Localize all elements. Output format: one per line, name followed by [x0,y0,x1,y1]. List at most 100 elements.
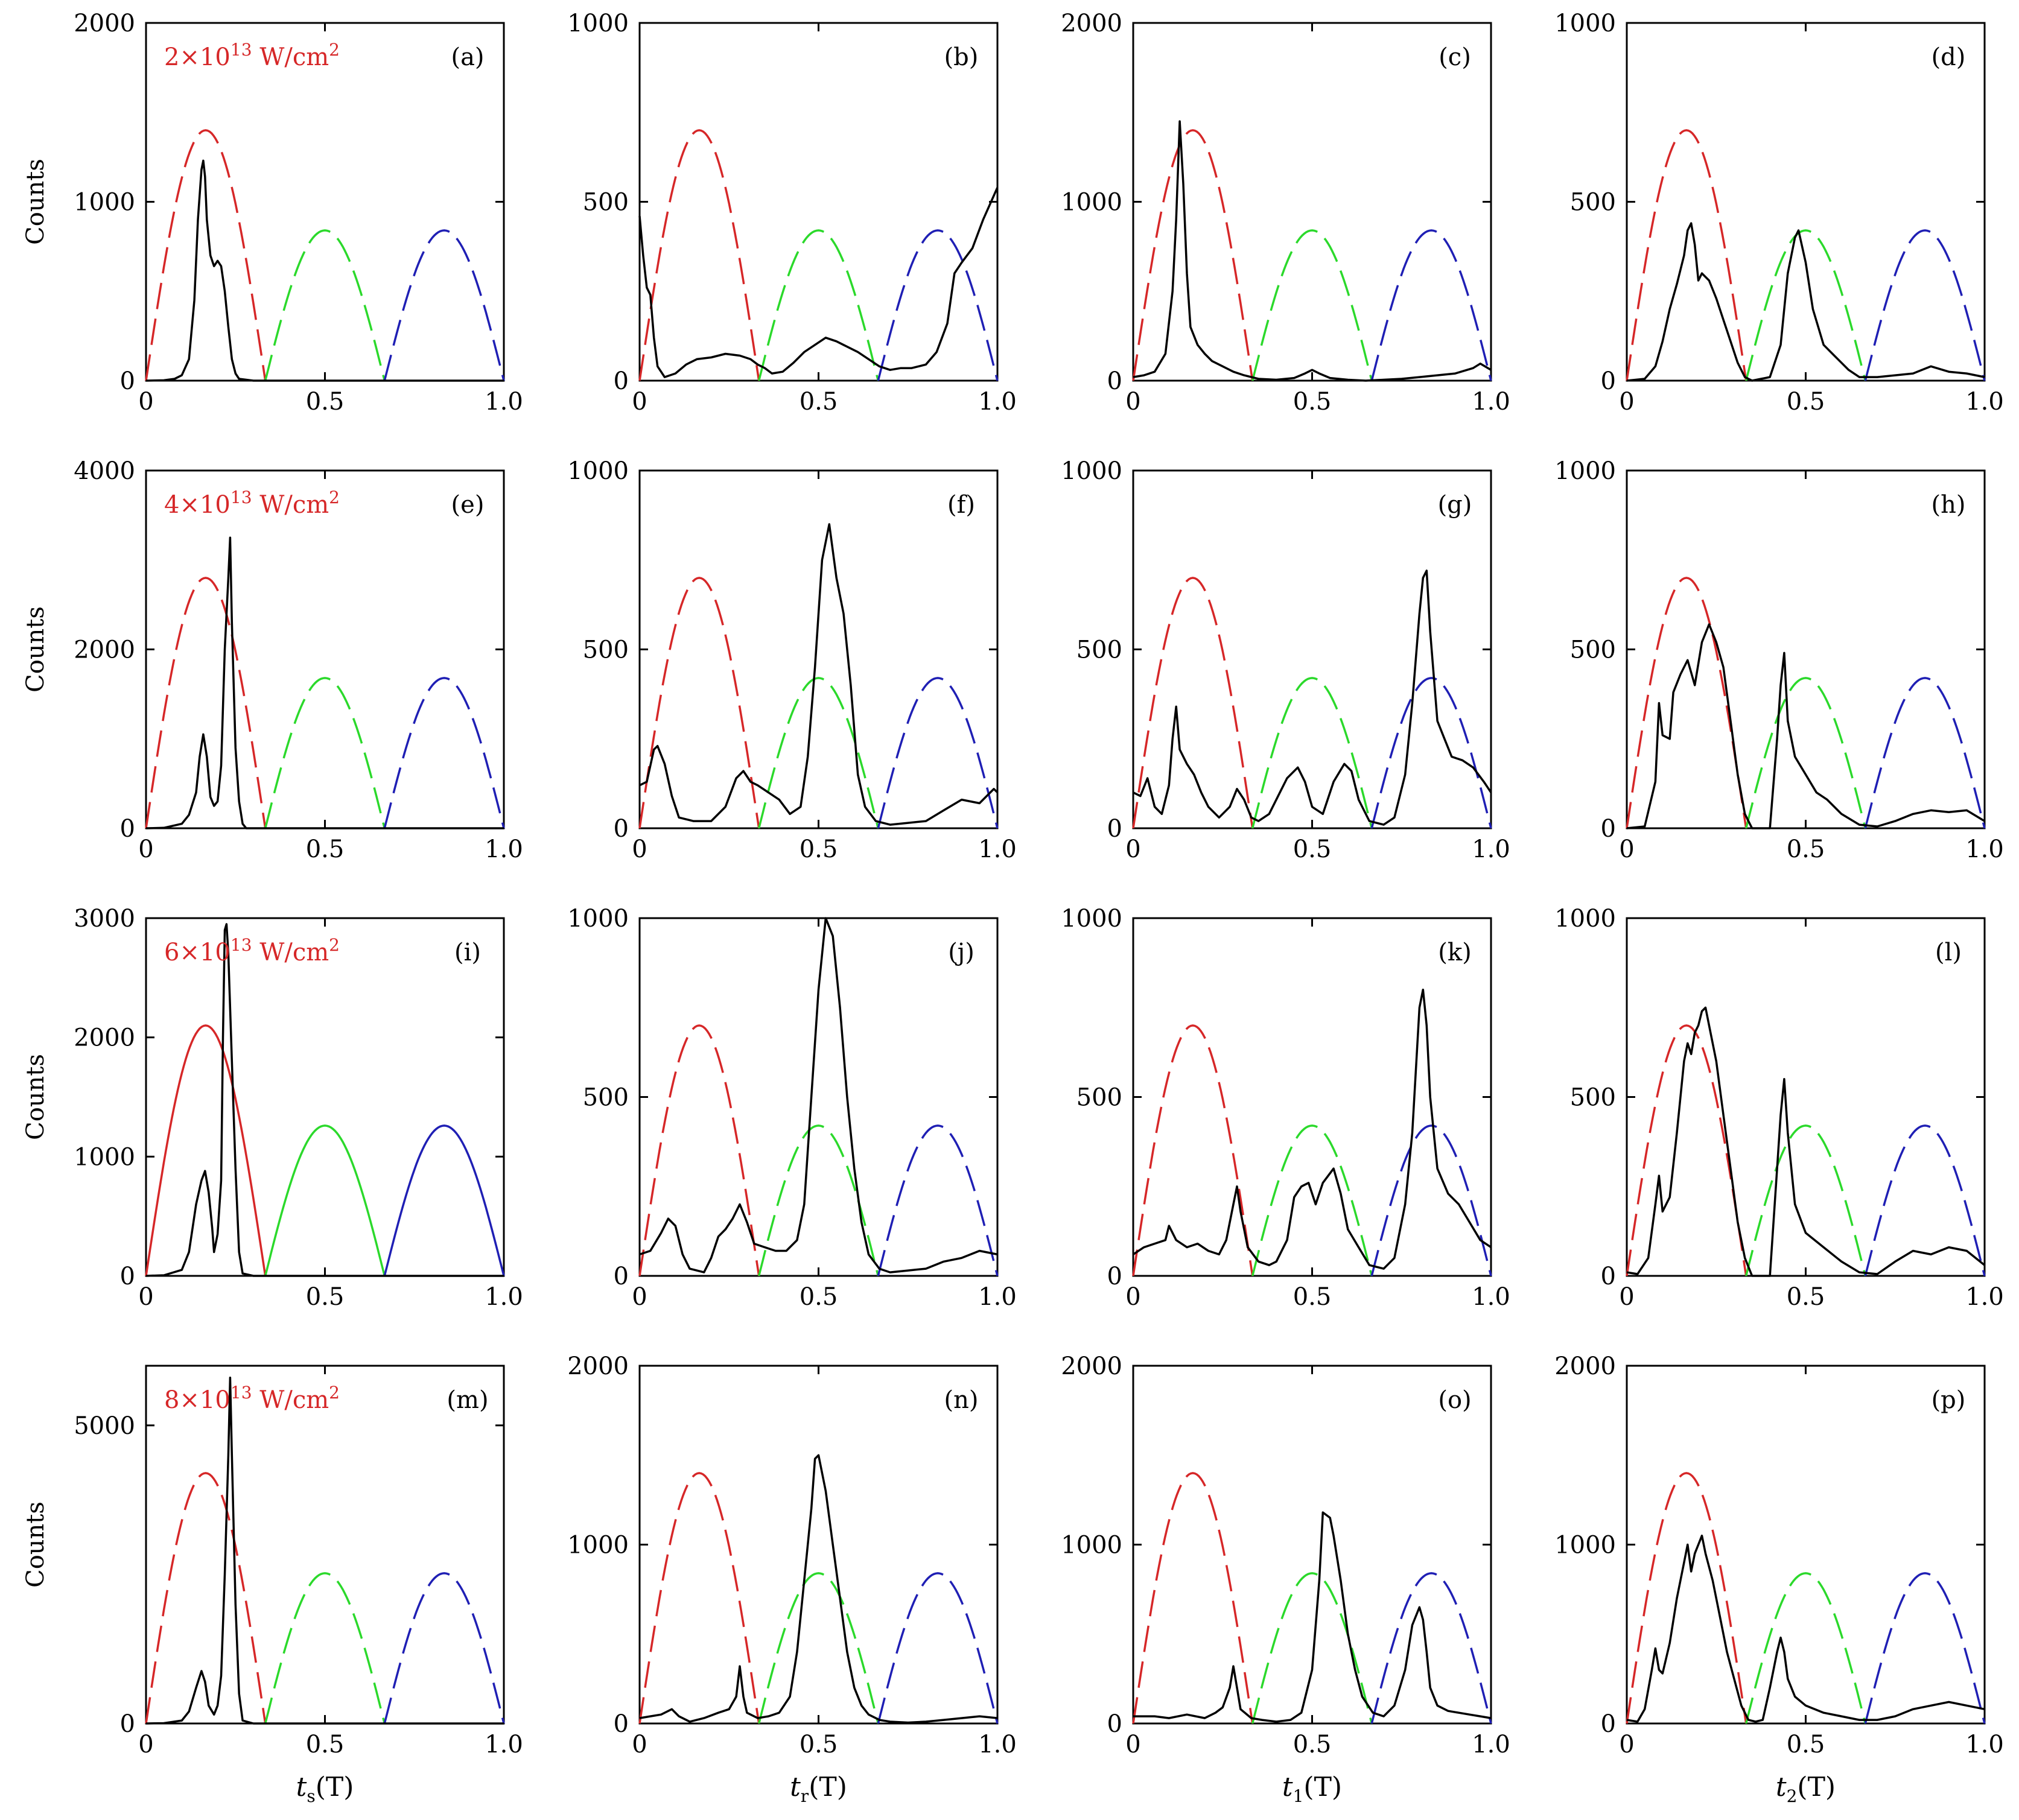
x-tick-label: 0 [1619,388,1634,416]
x-tick-label: 0 [138,835,153,863]
x-tick-label: 0 [632,835,647,863]
x-tick-label: 0.5 [1293,1731,1332,1758]
envelope-blue [1864,1572,1986,1724]
signal-line [1626,1534,1985,1723]
panel-label: (b) [944,43,979,71]
envelope-green [264,229,386,381]
envelope-green [758,1124,879,1276]
envelope-blue [1370,1124,1492,1276]
y-tick-label: 2000 [1061,10,1122,37]
envelope-green [1745,229,1866,381]
panel-label: (c) [1439,43,1471,71]
y-axis-label: Counts [22,1501,49,1588]
y-tick-label: 0 [120,367,135,395]
panel-e: 0 0.5 1.0 0 2000 4000 (e) 4×1013 W/cm2 Counts [22,457,523,863]
x-tick-label: 1.0 [978,1731,1017,1758]
panel-label: (e) [451,491,485,519]
signal-line [639,523,999,826]
envelope-red [1132,1472,1254,1724]
x-tick-label: 1.0 [1965,1283,2004,1311]
x-label-tail: (T) [1303,1772,1342,1803]
x-tick-label: 1.0 [978,1283,1017,1311]
envelope-blue [1370,677,1492,829]
x-tick-label: 0 [138,388,153,416]
y-tick-label: 0 [1601,1263,1616,1290]
plot-frame [145,917,505,1277]
signal-line [1626,222,1985,382]
envelope-blue [877,1572,999,1724]
y-tick-label: 0 [120,815,135,843]
intensity-unit-exponent: 2 [329,487,340,507]
envelope-blue [1370,1572,1492,1724]
x-label-sub: r [801,1786,809,1806]
panel-label: (f) [947,491,975,519]
x-label-main: t [296,1772,307,1803]
y-tick-label: 2000 [567,1352,629,1380]
signal-line [1626,623,1985,829]
plot-frame [638,1365,999,1725]
y-tick-label: 500 [1570,189,1616,217]
x-tick-label: 1.0 [1965,835,2004,863]
y-tick-label: 2000 [74,10,135,37]
envelope-blue [1370,229,1492,381]
envelope-green [1251,229,1373,381]
panel-k: 0 0.5 1.0 0 500 1000 (k) [1061,905,1510,1311]
y-tick-label: 0 [1107,1710,1122,1738]
intensity-base: 4×10 [164,491,231,519]
signal-line [639,917,998,1273]
intensity-label: 2×1013 W/cm2 [164,40,340,71]
envelope-green [758,229,879,381]
y-tick-label: 0 [1107,1263,1122,1290]
envelope-green [264,1124,386,1276]
intensity-unit-exponent: 2 [329,40,340,60]
plot-frame [638,22,999,382]
signal-line [1133,569,1492,826]
x-axis-label: t1(T) [1282,1772,1342,1806]
y-tick-label: 1000 [74,189,135,217]
x-tick-label: 0.5 [306,835,345,863]
x-tick-label: 1.0 [485,1283,523,1311]
envelope-blue [877,229,999,381]
panel-label: (g) [1438,491,1472,519]
intensity-unit: W/cm [252,491,329,519]
panel-a: 0 0.5 1.0 0 1000 2000 (a) 2×1013 W/cm2 Counts [22,10,523,416]
envelope-green [1745,677,1866,829]
plot-frame [145,1365,505,1725]
x-tick-label: 0 [1619,1283,1634,1311]
y-tick-label: 0 [614,1710,629,1738]
x-tick-label: 1.0 [485,835,523,863]
y-tick-label: 0 [1601,1710,1616,1738]
plot-frame [1626,1365,1986,1725]
panel-c: 0 0.5 1.0 0 1000 2000 (c) [1061,10,1510,416]
envelope-red [1626,1024,1747,1276]
x-label-tail: (T) [809,1772,847,1803]
signal-line [1133,988,1492,1270]
panel-label: (j) [948,939,975,966]
x-tick-label: 0 [632,1283,647,1311]
x-tick-label: 0.5 [306,1283,345,1311]
x-tick-label: 1.0 [1965,1731,2004,1758]
x-tick-label: 1.0 [978,835,1017,863]
x-axis-label: ts(T) [296,1772,354,1806]
x-tick-label: 1.0 [1472,388,1510,416]
y-tick-label: 1000 [1061,189,1122,217]
x-label-tail: (T) [316,1772,354,1803]
plot-frame [145,469,505,829]
envelope-red [145,1472,267,1724]
x-label-sub: 2 [1787,1786,1798,1806]
x-tick-label: 0.5 [800,388,838,416]
signal-line [145,1377,504,1725]
y-tick-label: 1000 [567,10,629,37]
x-tick-label: 1.0 [1472,1283,1510,1311]
y-axis-label: Counts [22,159,49,245]
envelope-red [638,577,760,829]
y-tick-label: 500 [1076,636,1122,664]
envelope-blue [383,229,505,381]
y-tick-label: 1000 [1061,457,1122,485]
x-tick-label: 0.5 [800,835,838,863]
y-tick-label: 500 [1076,1084,1122,1112]
x-tick-label: 1.0 [485,1731,523,1758]
x-label-sub: 1 [1293,1786,1304,1806]
x-tick-label: 0.5 [1787,1283,1825,1311]
envelope-red [638,1024,760,1276]
